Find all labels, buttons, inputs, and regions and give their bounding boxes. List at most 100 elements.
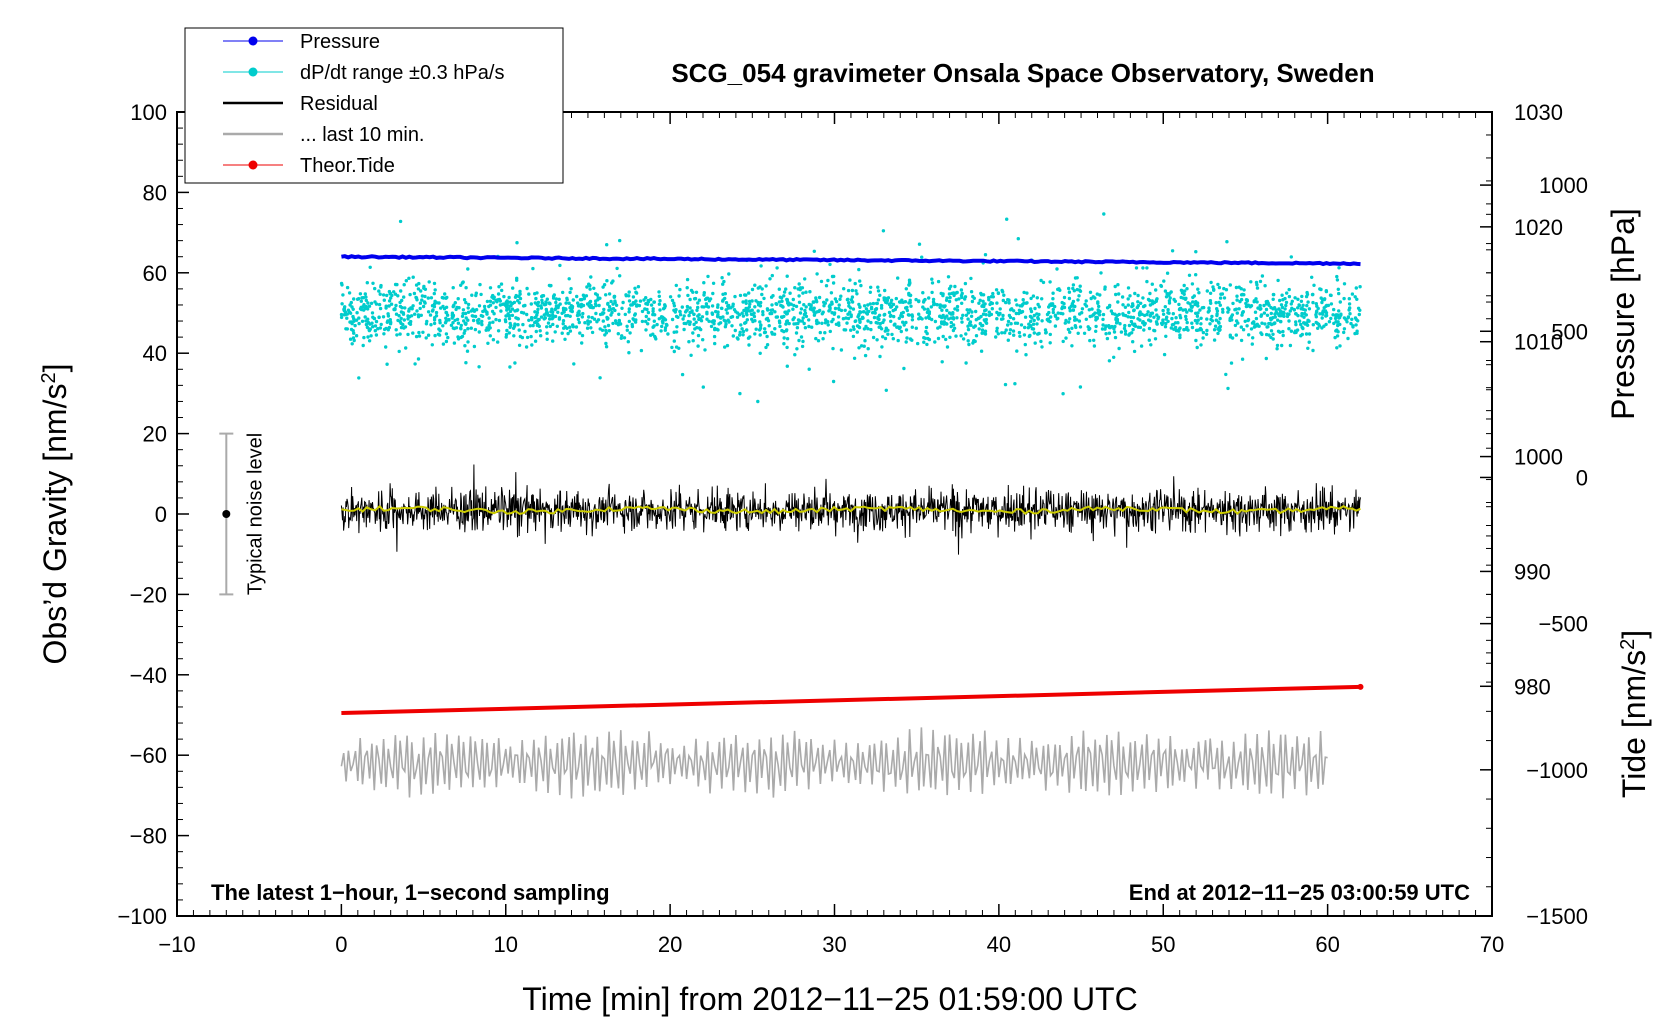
dpdt-point: [605, 279, 609, 283]
dpdt-point: [644, 319, 648, 324]
dpdt-point: [1004, 328, 1008, 332]
dpdt-point: [1230, 318, 1234, 322]
dpdt-point: [419, 313, 423, 317]
dpdt-point: [379, 322, 383, 327]
dpdt-point: [856, 324, 860, 328]
pressure-tick-label: 1010: [1514, 330, 1563, 355]
dpdt-point: [1035, 312, 1039, 316]
dpdt-point: [769, 295, 774, 299]
dpdt-point: [836, 315, 841, 319]
dpdt-point: [779, 296, 784, 300]
dpdt-point: [1006, 319, 1011, 324]
dpdt-point: [535, 291, 539, 295]
dpdt-point: [778, 324, 782, 329]
dpdt-point: [611, 302, 615, 306]
noise-level-indicator: Typical noise level: [219, 432, 266, 596]
dpdt-point: [536, 322, 540, 326]
dpdt-point: [991, 291, 995, 296]
dpdt-point: [777, 300, 782, 304]
dpdt-point: [711, 281, 716, 285]
dpdt-point: [792, 322, 796, 326]
dpdt-point: [1076, 298, 1080, 302]
dpdt-point: [658, 299, 662, 303]
dpdt-point: [1084, 299, 1088, 303]
dpdt-point: [1048, 280, 1052, 284]
dpdt-point: [441, 342, 446, 346]
dpdt-point: [534, 315, 538, 319]
dpdt-point: [782, 329, 786, 334]
dpdt-point: [983, 329, 988, 333]
dpdt-point: [397, 314, 401, 318]
dpdt-point: [587, 282, 591, 286]
dpdt-point: [1062, 305, 1067, 310]
dpdt-point: [1182, 292, 1186, 296]
dpdt-point: [866, 303, 870, 307]
dpdt-point: [780, 299, 784, 303]
dpdt-point: [553, 314, 558, 319]
dpdt-point: [1288, 309, 1293, 313]
dpdt-point: [652, 300, 656, 304]
dpdt-point: [1161, 312, 1166, 316]
dpdt-point: [895, 325, 899, 329]
dpdt-point: [1094, 318, 1098, 322]
dpdt-point: [804, 314, 809, 319]
dpdt-point: [444, 311, 449, 315]
dpdt-point: [785, 364, 789, 368]
series-running-mean-line: [341, 504, 1361, 515]
dpdt-point: [1335, 274, 1339, 279]
dpdt-point: [1287, 287, 1291, 292]
dpdt-point: [627, 319, 631, 324]
dpdt-point: [470, 293, 474, 297]
y-tick-label: 80: [143, 180, 167, 205]
dpdt-point: [955, 308, 960, 312]
dpdt-point: [571, 325, 575, 329]
dpdt-point: [645, 301, 649, 306]
dpdt-point: [506, 312, 510, 316]
dpdt-point: [440, 295, 444, 300]
dpdt-point: [1166, 308, 1170, 312]
dpdt-point: [672, 304, 677, 308]
dpdt-point: [466, 318, 470, 322]
dpdt-point: [518, 289, 522, 294]
dpdt-point: [686, 293, 690, 298]
dpdt-point: [1215, 313, 1219, 318]
tide-tick-label: −1500: [1526, 904, 1588, 929]
dpdt-point: [680, 372, 685, 377]
dpdt-point: [1190, 282, 1195, 286]
dpdt-point: [466, 267, 470, 271]
dpdt-point: [560, 311, 564, 315]
dpdt-point: [557, 297, 561, 301]
dpdt-point: [586, 322, 590, 326]
dpdt-point: [1169, 290, 1173, 294]
dpdt-point: [505, 328, 509, 333]
dpdt-point: [437, 301, 441, 305]
dpdt-point: [1224, 288, 1229, 292]
dpdt-point: [891, 337, 895, 341]
dpdt-point: [843, 328, 848, 332]
dpdt-point: [721, 282, 725, 286]
dpdt-point: [905, 336, 909, 340]
dpdt-point: [1133, 322, 1137, 326]
dpdt-point: [464, 300, 468, 305]
dpdt-point: [784, 287, 788, 291]
dpdt-point: [1039, 339, 1043, 344]
dpdt-point: [1131, 327, 1135, 332]
dpdt-point: [560, 331, 564, 335]
dpdt-point: [651, 312, 655, 316]
dpdt-point: [1047, 310, 1051, 315]
dpdt-point: [792, 316, 796, 320]
y-tick-label: 0: [155, 502, 167, 527]
dpdt-point: [528, 324, 532, 328]
dpdt-point: [420, 298, 424, 302]
dpdt-point: [527, 318, 531, 322]
dpdt-point: [977, 301, 981, 305]
dpdt-point: [842, 287, 846, 291]
dpdt-point: [752, 314, 757, 319]
y-tick-label: 40: [143, 341, 167, 366]
dpdt-point: [845, 321, 849, 325]
dpdt-point: [1078, 284, 1082, 288]
dpdt-point: [1195, 321, 1199, 325]
dpdt-point: [1255, 283, 1259, 287]
dpdt-point: [634, 299, 638, 303]
dpdt-point: [1284, 303, 1288, 308]
